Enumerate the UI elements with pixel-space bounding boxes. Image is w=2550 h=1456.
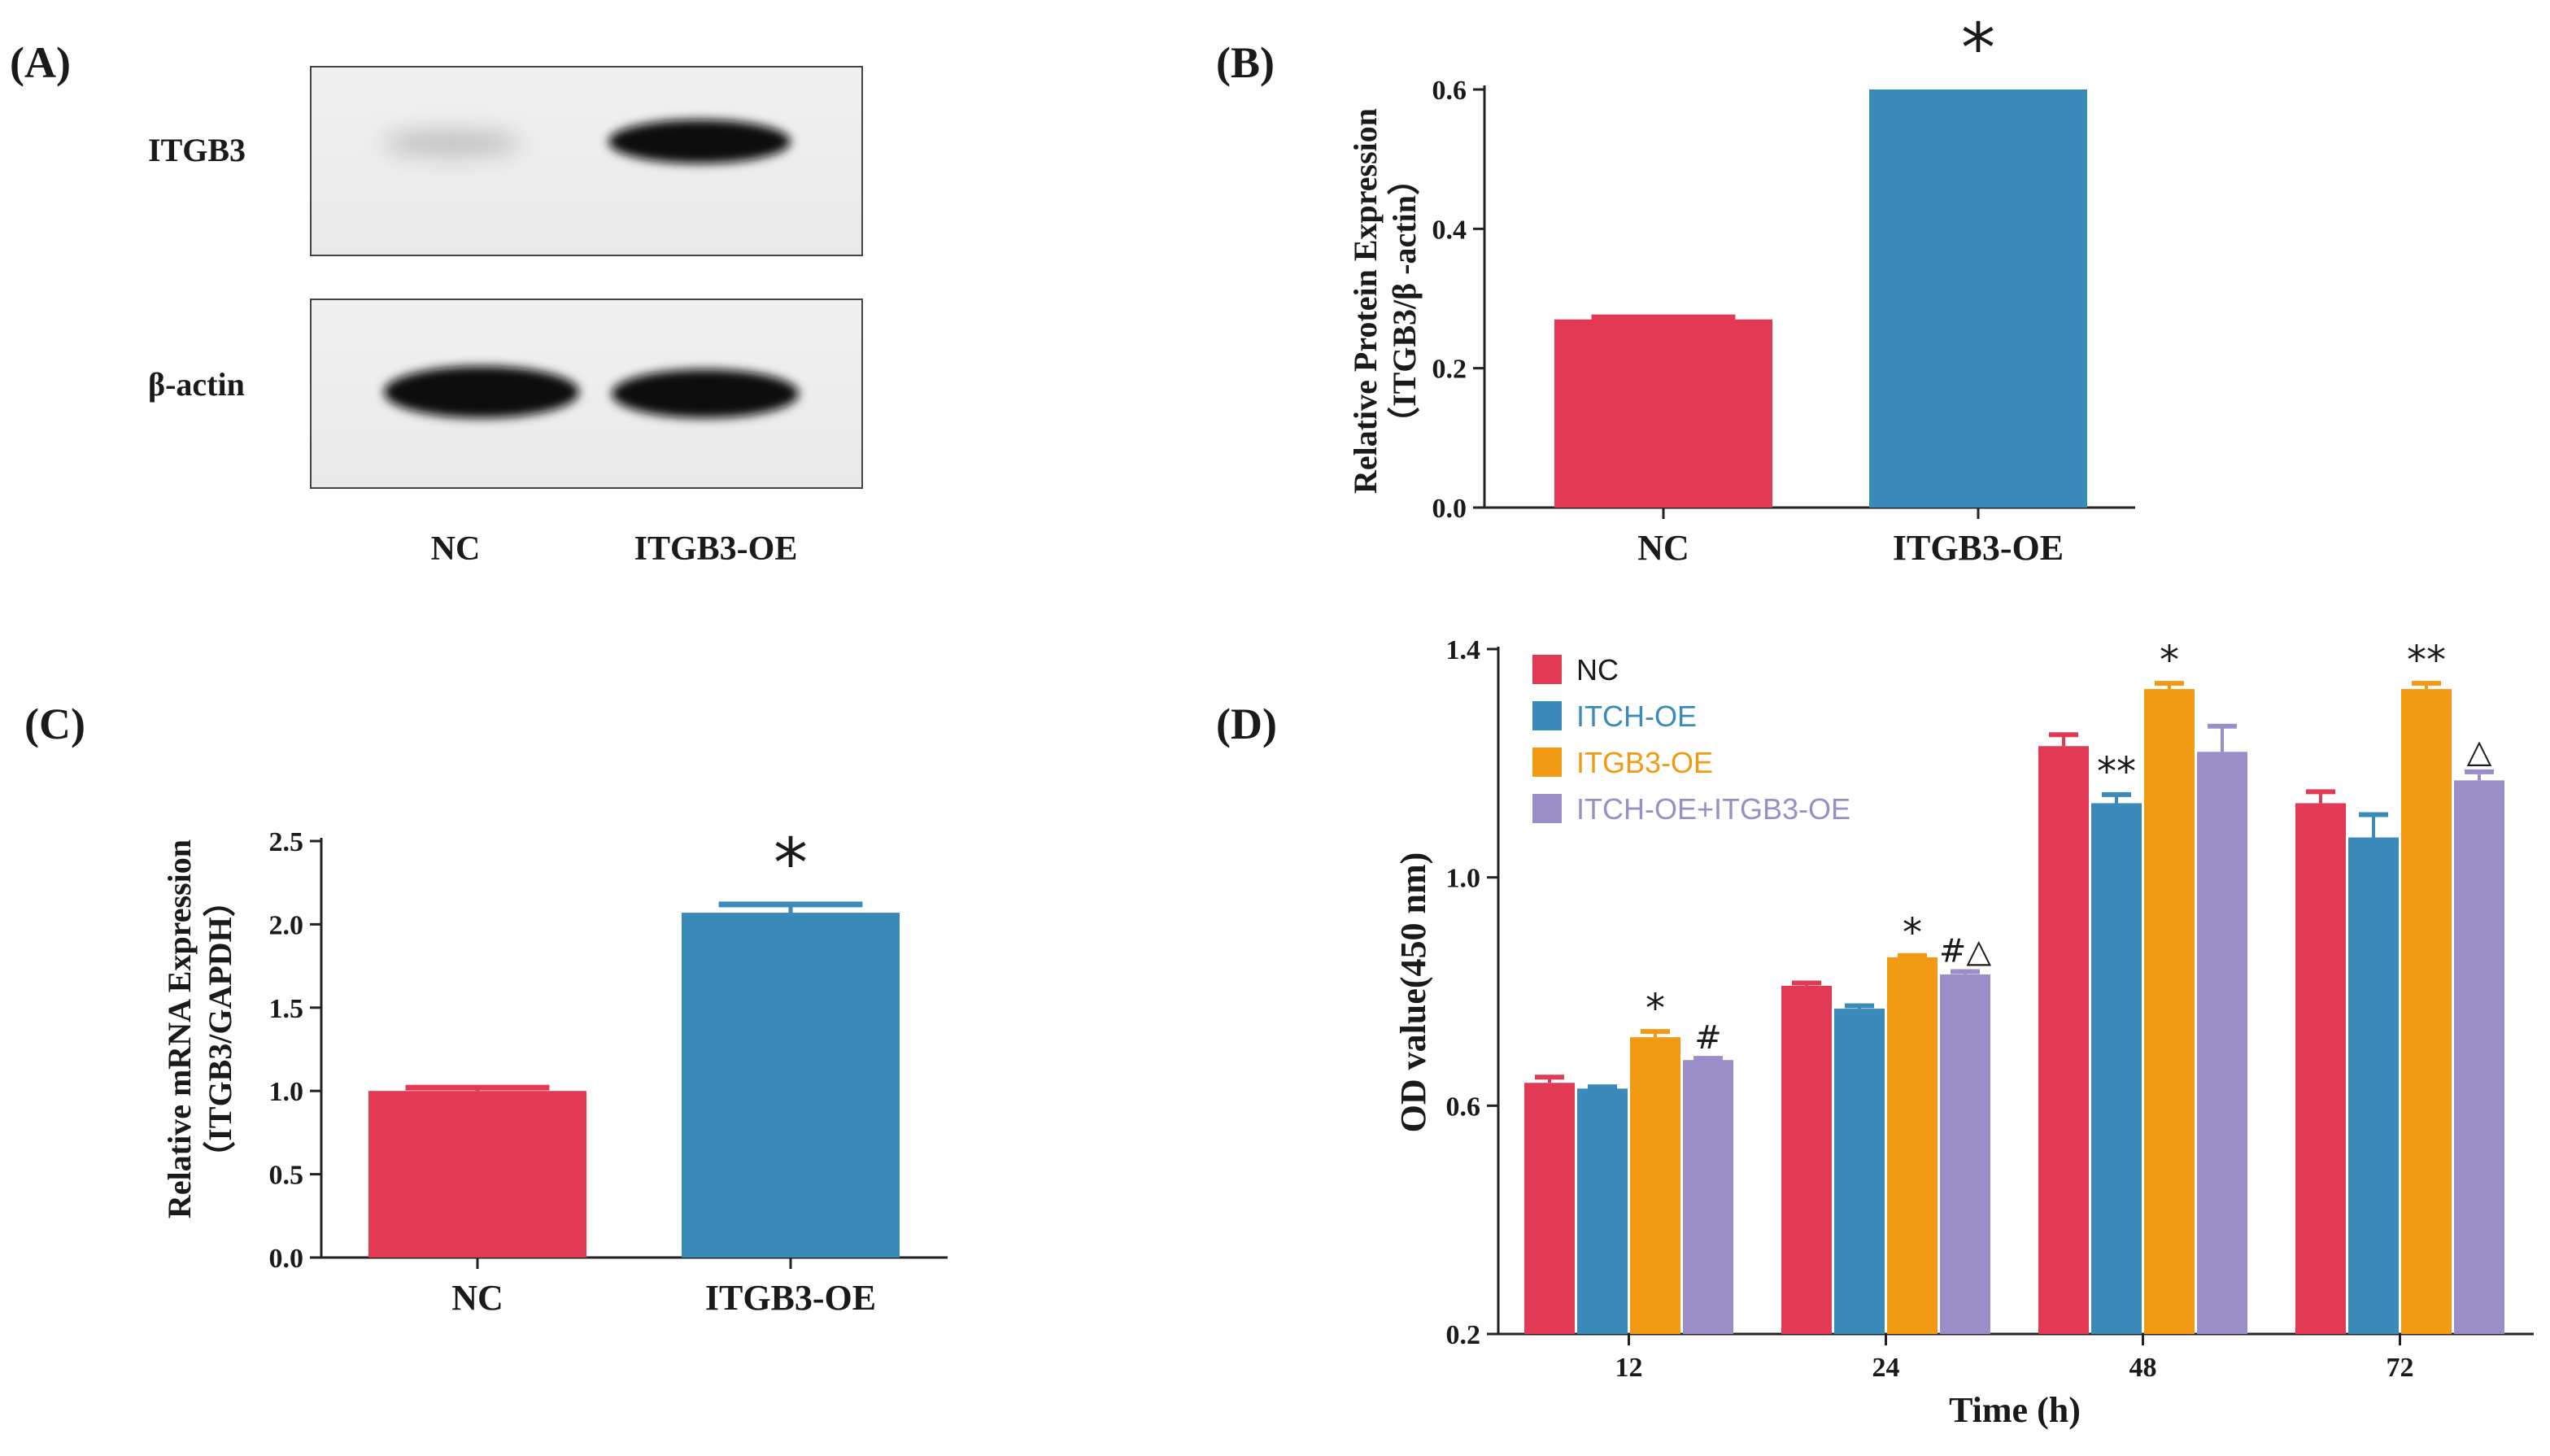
d-bar bbox=[1630, 1037, 1680, 1334]
c-ytick-label: 1.5 bbox=[269, 994, 304, 1024]
panel-c: (C) 0.0 0.5 1.0 1.5 2.0 2.5 * NC ITGB3-OE Rela… bbox=[24, 700, 948, 1318]
legend-label: ITGB3-OE bbox=[1576, 746, 1713, 779]
d-bar bbox=[2091, 803, 2142, 1334]
c-xtick-label: ITGB3-OE bbox=[705, 1278, 876, 1318]
c-ytick-label: 0.0 bbox=[269, 1244, 304, 1274]
panel-b-letter: (B) bbox=[1216, 38, 1275, 87]
d-bar bbox=[1887, 957, 1938, 1334]
d-bar bbox=[2454, 780, 2504, 1334]
b-ytick-label: 0.6 bbox=[1432, 76, 1467, 106]
blot-band-itgb3-nc bbox=[382, 130, 521, 156]
d-bar bbox=[2197, 752, 2247, 1334]
d-bar bbox=[1781, 985, 1832, 1334]
d-bar bbox=[1683, 1060, 1733, 1334]
blot-lane-label-nc: NC bbox=[431, 530, 481, 568]
d-bar bbox=[1834, 1009, 1885, 1334]
d-ytick-label: 1.4 bbox=[1446, 635, 1481, 665]
d-bar bbox=[2295, 803, 2346, 1334]
d-significance-mark: # bbox=[1694, 1019, 1722, 1057]
panel-c-letter: (C) bbox=[24, 700, 85, 748]
panel-d-letter: (D) bbox=[1216, 700, 1277, 748]
blot-lane-label-itgb3-oe: ITGB3-OE bbox=[634, 530, 798, 568]
panel-a: (A) ITGB3 β-actin NC ITGB3-OE bbox=[10, 38, 863, 568]
d-ytick-label: 1.0 bbox=[1446, 864, 1481, 894]
y-axis-label-c-units: （ITGB3/GAPDH） bbox=[202, 884, 238, 1174]
d-significance-mark: * bbox=[1903, 910, 1922, 956]
legend-swatch bbox=[1532, 701, 1562, 730]
panel-b: (B) 0.0 0.2 0.4 0.6 * NC ITGB3-OE Relative P… bbox=[1216, 8, 2135, 568]
b-bar-itgb3-oe bbox=[1869, 89, 2087, 508]
d-significance-mark: * bbox=[2160, 638, 2179, 683]
c-significance-mark: * bbox=[774, 823, 808, 903]
panel-a-letter: (A) bbox=[10, 38, 71, 87]
c-ytick-label: 1.0 bbox=[269, 1077, 304, 1107]
b-ytick-label: 0.0 bbox=[1432, 494, 1467, 524]
d-significance-mark: ** bbox=[2407, 638, 2446, 683]
d-xtick-label: 12 bbox=[1615, 1353, 1643, 1383]
b-xtick-label: ITGB3-OE bbox=[1893, 528, 2064, 568]
c-ytick-label: 2.5 bbox=[269, 827, 304, 857]
d-bar bbox=[2401, 689, 2452, 1334]
y-axis-label-d: OD value(450 nm) bbox=[1393, 852, 1433, 1133]
d-significance-mark: ** bbox=[2097, 749, 2136, 795]
y-axis-label-b: Relative Protein Expression bbox=[1347, 108, 1384, 494]
d-bar bbox=[1577, 1088, 1628, 1334]
blot-strip-itgb3 bbox=[310, 66, 863, 256]
blot-row-label-itgb3: ITGB3 bbox=[148, 132, 246, 168]
y-axis-label-c: Relative mRNA Expression bbox=[161, 839, 198, 1218]
d-xtick-label: 72 bbox=[2387, 1353, 2414, 1383]
d-ytick-label: 0.6 bbox=[1446, 1092, 1481, 1122]
d-ytick-label: 0.2 bbox=[1446, 1320, 1481, 1350]
c-bar-nc bbox=[368, 1091, 586, 1258]
d-significance-mark: #△ bbox=[1939, 932, 1992, 970]
legend-label: ITCH-OE+ITGB3-OE bbox=[1576, 792, 1850, 826]
c-ytick-label: 2.0 bbox=[269, 910, 304, 940]
d-bar bbox=[2348, 837, 2399, 1334]
d-bar bbox=[1940, 974, 1990, 1334]
b-bar-nc bbox=[1554, 319, 1772, 508]
d-significance-mark: * bbox=[1646, 986, 1665, 1031]
b-xtick-label: NC bbox=[1637, 528, 1689, 568]
x-axis-label-d: Time (h) bbox=[1949, 1390, 2081, 1430]
blot-band-actin-nc bbox=[384, 366, 579, 418]
b-significance-mark: * bbox=[1961, 8, 1995, 88]
blot-band-actin-oe bbox=[612, 369, 799, 418]
blot-row-label-actin: β-actin bbox=[148, 366, 245, 403]
y-axis-label-b-units: （ITGB3/β -actin） bbox=[1386, 163, 1423, 439]
c-xtick-label: NC bbox=[451, 1278, 503, 1318]
d-xtick-label: 24 bbox=[1872, 1353, 1900, 1383]
legend-swatch bbox=[1532, 748, 1562, 777]
legend-label: NC bbox=[1576, 653, 1619, 687]
d-bar bbox=[2038, 746, 2089, 1334]
c-ytick-label: 0.5 bbox=[269, 1161, 304, 1191]
d-xtick-label: 48 bbox=[2129, 1353, 2157, 1383]
c-bar-itgb3-oe bbox=[682, 913, 900, 1258]
legend-swatch bbox=[1532, 794, 1562, 823]
legend-swatch bbox=[1532, 655, 1562, 684]
panel-d: (D) 0.20.61.01.4 *#* #△*** **△ 12 24 48 72 NC… bbox=[1216, 635, 2534, 1430]
d-bar bbox=[2144, 689, 2195, 1334]
b-ytick-label: 0.4 bbox=[1432, 215, 1467, 245]
d-significance-mark: △ bbox=[2467, 733, 2492, 770]
b-ytick-label: 0.2 bbox=[1432, 355, 1467, 385]
d-bar bbox=[1524, 1083, 1575, 1334]
legend-label: ITCH-OE bbox=[1576, 700, 1697, 733]
blot-band-itgb3-oe bbox=[608, 120, 791, 163]
